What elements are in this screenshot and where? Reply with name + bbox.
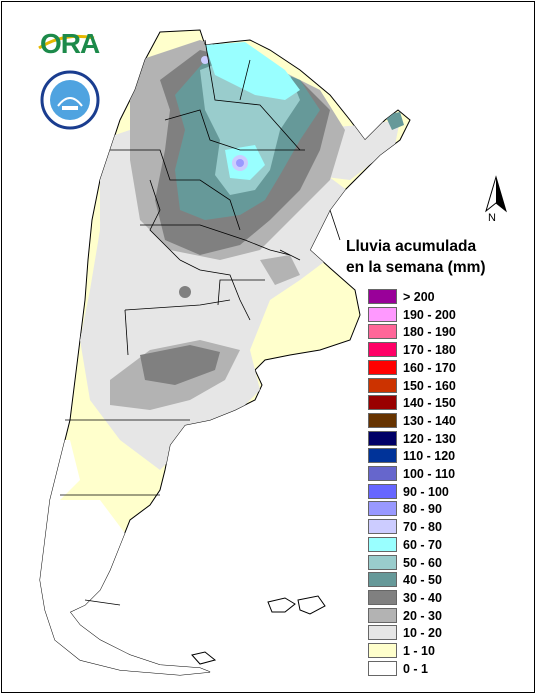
legend-item: 10 - 20 (368, 624, 508, 642)
legend-item: 160 - 170 (368, 359, 508, 377)
legend-label: 60 - 70 (403, 537, 442, 552)
legend-swatch (368, 483, 397, 499)
legend-swatch (368, 501, 397, 517)
legend-label: 90 - 100 (403, 484, 449, 499)
legend-swatch (368, 448, 397, 464)
zone-60-70-north (205, 42, 300, 100)
legend-item: 90 - 100 (368, 483, 508, 501)
legend-swatch (368, 395, 397, 411)
zone-30-40-spot (179, 286, 191, 298)
legend-label: 100 - 110 (403, 467, 456, 481)
legend-item: 60 - 70 (368, 536, 508, 554)
legend-swatch (368, 643, 397, 658)
legend-label: 1 - 10 (403, 644, 435, 658)
legend-item: 50 - 60 (368, 554, 508, 572)
zone-20-30-east (260, 255, 300, 285)
legend-label: 0 - 1 (403, 661, 429, 676)
tierra-del-fuego (191, 651, 217, 665)
legend-swatch (368, 324, 397, 340)
legend-swatch (368, 536, 397, 552)
ora-swoosh-icon (38, 34, 95, 50)
legend-label: 40 - 50 (403, 573, 442, 588)
legend-swatch (368, 306, 397, 322)
legend-title-line2: en la semana (mm) (346, 259, 486, 276)
smn-seal-icon (40, 70, 100, 130)
ora-logo-text: ORA (40, 28, 100, 59)
legend-label: 170 - 180 (403, 343, 456, 358)
legend-label: 50 - 60 (403, 555, 442, 570)
legend-label: 140 - 150 (403, 396, 456, 411)
legend-item: 180 - 190 (368, 323, 508, 341)
legend-label: 10 - 20 (403, 626, 442, 641)
legend-item: 100 - 110 (368, 465, 508, 483)
legend-swatch (368, 660, 397, 676)
legend-swatch (368, 519, 397, 535)
legend-item: 120 - 130 (368, 430, 508, 448)
zone-30-40-center (140, 345, 220, 385)
legend-swatch (368, 589, 397, 605)
legend-swatch (368, 554, 397, 570)
legend-item: 70 - 80 (368, 518, 508, 536)
legend-item: 150 - 160 (368, 377, 508, 395)
legend-item: 80 - 90 (368, 500, 508, 518)
legend-swatch (368, 625, 397, 641)
legend-swatch (368, 289, 397, 304)
legend-item: 140 - 150 (368, 394, 508, 412)
legend-label: 80 - 90 (403, 502, 442, 517)
zone-90-100-spot (201, 56, 209, 64)
legend-item: > 200 (368, 288, 508, 306)
legend-label: 20 - 30 (403, 608, 442, 623)
legend-swatch (368, 377, 397, 393)
north-label: N (488, 212, 496, 224)
legend-label: 120 - 130 (403, 431, 456, 446)
legend-swatch (368, 430, 397, 446)
legend-label: 130 - 140 (403, 413, 456, 428)
legend-item: 190 - 200 (368, 306, 508, 324)
legend-item: 1 - 10 (368, 642, 508, 660)
legend-item: 30 - 40 (368, 589, 508, 607)
legend-swatch (368, 342, 397, 358)
zone-80-90-spot (236, 159, 244, 167)
legend-item: 110 - 120 (368, 447, 508, 465)
legend-item: 170 - 180 (368, 341, 508, 359)
province-borders (60, 39, 341, 606)
legend-swatch (368, 607, 397, 623)
legend-item: 20 - 30 (368, 607, 508, 625)
legend-item: 130 - 140 (368, 412, 508, 430)
legend-swatch (368, 412, 397, 428)
legend-label: 180 - 190 (403, 325, 456, 340)
zone-40-50-ne (385, 112, 404, 130)
legend-label: 30 - 40 (403, 590, 442, 605)
legend-swatch (368, 572, 397, 588)
legend-label: 110 - 120 (403, 449, 456, 464)
legend-label: 160 - 170 (403, 360, 456, 375)
legend-label: > 200 (403, 290, 435, 304)
legend-title: Lluvia acumulada en la semana (mm) (346, 236, 486, 278)
malvinas-islands (267, 595, 326, 615)
legend-swatch (368, 466, 397, 481)
legend-label: 70 - 80 (403, 520, 442, 535)
legend-swatch (368, 359, 397, 375)
legend-label: 190 - 200 (403, 307, 456, 322)
north-arrow-icon (485, 175, 507, 213)
legend-title-line1: Lluvia acumulada (346, 238, 477, 255)
legend-label: 150 - 160 (403, 378, 456, 393)
legend-item: 40 - 50 (368, 571, 508, 589)
legend-item: 0 - 1 (368, 660, 508, 678)
